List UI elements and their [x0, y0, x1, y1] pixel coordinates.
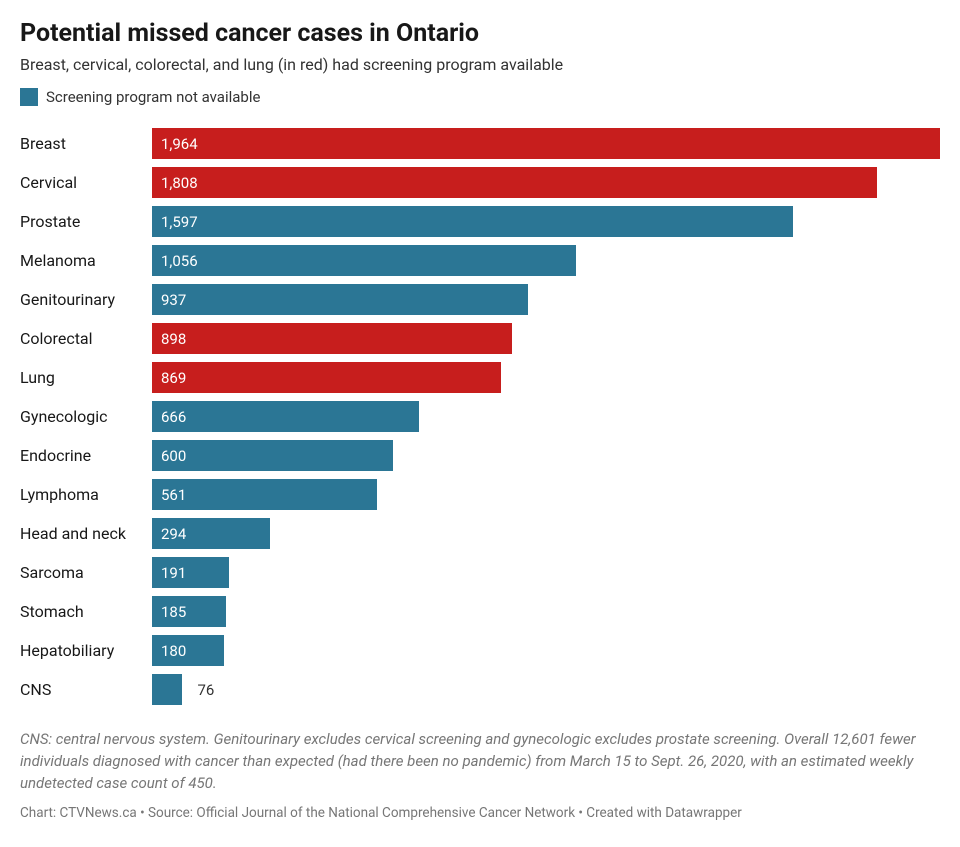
bar: 869: [152, 362, 501, 393]
chart-footnote: CNS: central nervous system. Genitourina…: [20, 729, 940, 794]
bar: [152, 674, 182, 705]
bar: 600: [152, 440, 393, 471]
bar-value-label: 869: [152, 369, 186, 387]
bar: 294: [152, 518, 270, 549]
chart-row: Gynecologic666: [20, 397, 940, 436]
bar-track: 937: [152, 284, 940, 315]
chart-row: Hepatobiliary180: [20, 631, 940, 670]
bar: 185: [152, 596, 226, 627]
chart-row: Breast1,964: [20, 124, 940, 163]
bar: 1,597: [152, 206, 793, 237]
bar-value-label: 600: [152, 447, 186, 465]
chart-row: Head and neck294: [20, 514, 940, 553]
chart-row: Cervical1,808: [20, 163, 940, 202]
bar-track: 191: [152, 557, 940, 588]
category-label: Endocrine: [20, 446, 152, 465]
chart-row: Lung869: [20, 358, 940, 397]
bar-value-label: 1,597: [152, 213, 198, 231]
bar-track: 1,056: [152, 245, 940, 276]
bar: 1,964: [152, 128, 940, 159]
chart-row: Melanoma1,056: [20, 241, 940, 280]
bar: 666: [152, 401, 419, 432]
bar: 898: [152, 323, 512, 354]
bar-track: 1,964: [152, 128, 940, 159]
bar-value-label: 294: [152, 525, 186, 543]
legend-label: Screening program not available: [46, 88, 260, 106]
bar-value-label: 1,808: [152, 174, 198, 192]
chart-credit: Chart: CTVNews.ca • Source: Official Jou…: [20, 805, 940, 821]
bar: 1,056: [152, 245, 576, 276]
category-label: Melanoma: [20, 251, 152, 270]
legend-swatch: [20, 88, 38, 106]
category-label: Colorectal: [20, 329, 152, 348]
bar-track: 185: [152, 596, 940, 627]
bar-track: 180: [152, 635, 940, 666]
chart-row: Endocrine600: [20, 436, 940, 475]
bar-track: 1,808: [152, 167, 940, 198]
bar: 180: [152, 635, 224, 666]
bar-track: 294: [152, 518, 940, 549]
bar-value-label: 666: [152, 408, 186, 426]
bar-track: 869: [152, 362, 940, 393]
category-label: Head and neck: [20, 524, 152, 543]
category-label: Sarcoma: [20, 563, 152, 582]
chart-row: CNS 76: [20, 670, 940, 709]
bar-track: 898: [152, 323, 940, 354]
bar: 191: [152, 557, 229, 588]
bar: 1,808: [152, 167, 877, 198]
category-label: Lung: [20, 368, 152, 387]
bar-track: 600: [152, 440, 940, 471]
chart-row: Prostate1,597: [20, 202, 940, 241]
chart-row: Colorectal898: [20, 319, 940, 358]
category-label: Prostate: [20, 212, 152, 231]
chart-row: Lymphoma561: [20, 475, 940, 514]
legend: Screening program not available: [20, 88, 940, 106]
bar: 937: [152, 284, 528, 315]
category-label: CNS: [20, 680, 152, 699]
bar: 561: [152, 479, 377, 510]
bar-value-label: 898: [152, 330, 186, 348]
category-label: Genitourinary: [20, 290, 152, 309]
chart-row: Genitourinary937: [20, 280, 940, 319]
bar-track: 76: [152, 674, 940, 705]
chart-title: Potential missed cancer cases in Ontario: [20, 18, 940, 49]
chart-subtitle: Breast, cervical, colorectal, and lung (…: [20, 55, 940, 74]
bar-value-label: 180: [152, 642, 186, 660]
chart-row: Stomach185: [20, 592, 940, 631]
bar-value-label: 1,964: [152, 135, 198, 153]
bar-chart: Breast1,964Cervical1,808Prostate1,597Mel…: [20, 124, 940, 709]
category-label: Breast: [20, 134, 152, 153]
bar-value-label: 191: [152, 564, 186, 582]
bar-value-label: 561: [152, 486, 186, 504]
category-label: Gynecologic: [20, 407, 152, 426]
category-label: Lymphoma: [20, 485, 152, 504]
bar-value-label: 76: [188, 681, 214, 699]
bar-value-label: 937: [152, 291, 186, 309]
category-label: Stomach: [20, 602, 152, 621]
chart-row: Sarcoma191: [20, 553, 940, 592]
bar-track: 561: [152, 479, 940, 510]
bar-value-label: 1,056: [152, 252, 198, 270]
bar-track: 666: [152, 401, 940, 432]
bar-track: 1,597: [152, 206, 940, 237]
category-label: Cervical: [20, 173, 152, 192]
category-label: Hepatobiliary: [20, 641, 152, 660]
bar-value-label: 185: [152, 603, 186, 621]
